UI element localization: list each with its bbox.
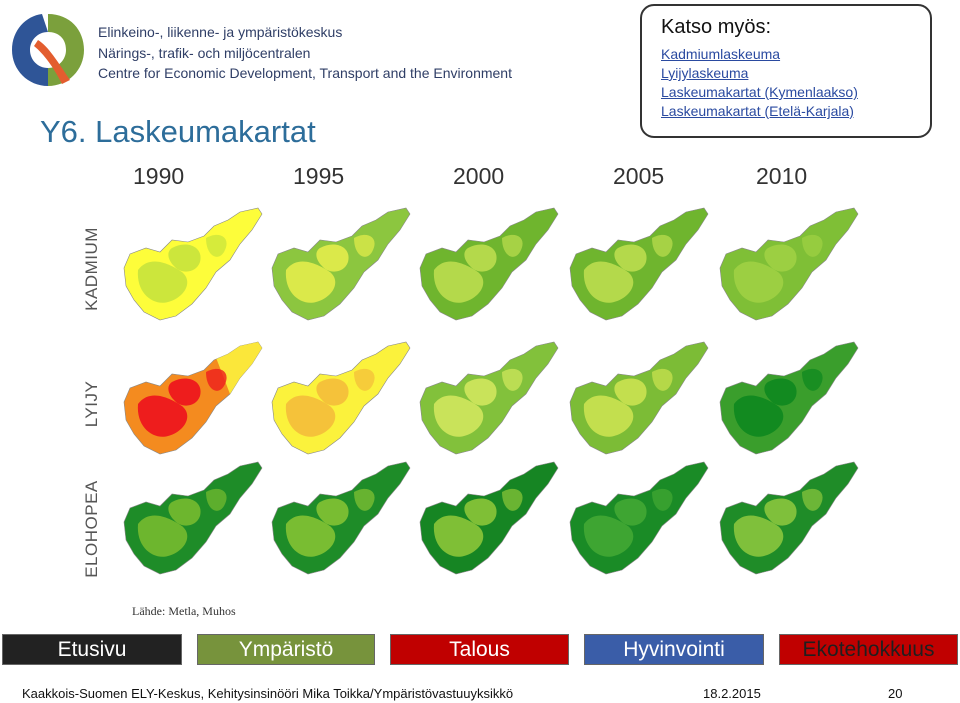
org-name-fi: Elinkeino-, liikenne- ja ympäristökeskus: [98, 24, 343, 40]
footer-date: 18.2.2015: [703, 686, 761, 701]
map-elohopea-2000: [419, 461, 559, 575]
map-region-zone: [354, 234, 375, 257]
map-region-zone: [354, 488, 375, 511]
ely-logo-icon: [12, 14, 84, 86]
map-region-zone: [168, 244, 201, 272]
map-elohopea-2005: [569, 461, 709, 575]
map-region-zone: [168, 498, 201, 526]
year-1990: 1990: [133, 163, 185, 189]
map-region-zone: [614, 498, 647, 526]
see-also-title: Katso myös:: [661, 16, 772, 38]
row-label-kadmium: KADMIUM: [82, 227, 101, 311]
map-region-zone: [354, 368, 375, 391]
year-2000: 2000: [453, 163, 505, 189]
map-region-zone: [502, 488, 523, 511]
map-region-zone: [802, 368, 823, 391]
row-label-lyijy: LYIJY: [82, 380, 101, 428]
map-region-zone: [583, 515, 634, 557]
map-region-zone: [137, 395, 188, 437]
map-region-zone: [614, 378, 647, 406]
map-region-zone: [433, 395, 484, 437]
page-title: Y6. Laskeumakartat: [40, 114, 316, 149]
see-also-box: Katso myös: Kadmiumlaskeuma Lyijylaskeum…: [640, 4, 932, 138]
org-name-sv: Närings-, trafik- och miljöcentralen: [98, 45, 311, 61]
map-region-zone: [206, 234, 227, 257]
year-1995: 1995: [293, 163, 345, 189]
map-kadmium-1990: [123, 207, 263, 321]
map-region-zone: [316, 244, 349, 272]
row-label-elohopea: ELOHOPEA: [82, 480, 101, 578]
map-region-zone: [652, 488, 673, 511]
link-laskeumakartat-etela-karjala[interactable]: Laskeumakartat (Etelä-Karjala): [661, 103, 854, 119]
map-region-zone: [137, 261, 188, 303]
map-region-zone: [652, 368, 673, 391]
map-region-zone: [502, 234, 523, 257]
org-name-en: Centre for Economic Development, Transpo…: [98, 65, 512, 81]
map-region-zone: [168, 378, 201, 406]
map-region-zone: [652, 234, 673, 257]
map-region-zone: [464, 244, 497, 272]
map-region-zone: [316, 378, 349, 406]
map-region-zone: [433, 261, 484, 303]
footer-org: Kaakkois-Suomen ELY-Keskus, Kehitysinsin…: [22, 686, 514, 701]
map-lyijy-2010: [719, 341, 859, 455]
link-laskeumakartat-kymenlaakso[interactable]: Laskeumakartat (Kymenlaakso): [661, 84, 858, 100]
map-kadmium-2000: [419, 207, 559, 321]
map-region-zone: [764, 244, 797, 272]
map-region-zone: [583, 395, 634, 437]
nav-talous-button[interactable]: Talous: [390, 634, 569, 665]
map-region-zone: [583, 261, 634, 303]
map-region-zone: [764, 378, 797, 406]
map-region-zone: [285, 515, 336, 557]
nav-ymparisto-button[interactable]: Ympäristö: [197, 634, 375, 665]
map-lyijy-1995: [271, 341, 411, 455]
map-region-zone: [316, 498, 349, 526]
map-lyijy-1990: [123, 341, 263, 455]
map-region-zone: [464, 498, 497, 526]
year-2010: 2010: [756, 163, 808, 189]
map-region-zone: [433, 515, 484, 557]
nav-etusivu-button[interactable]: Etusivu: [2, 634, 182, 665]
map-region-zone: [802, 488, 823, 511]
map-elohopea-1990: [123, 461, 263, 575]
map-kadmium-2010: [719, 207, 859, 321]
map-kadmium-1995: [271, 207, 411, 321]
map-region-zone: [802, 234, 823, 257]
map-region-zone: [502, 368, 523, 391]
map-region-zone: [137, 515, 188, 557]
year-2005: 2005: [613, 163, 665, 189]
map-elohopea-1995: [271, 461, 411, 575]
map-elohopea-2010: [719, 461, 859, 575]
footer-page-number: 20: [888, 686, 903, 701]
source-note: Lähde: Metla, Muhos: [132, 604, 236, 618]
map-lyijy-2005: [569, 341, 709, 455]
link-kadmiumlaskeuma[interactable]: Kadmiumlaskeuma: [661, 46, 781, 62]
map-lyijy-2000: [419, 341, 559, 455]
map-region-zone: [206, 368, 227, 391]
map-region-zone: [764, 498, 797, 526]
map-region-zone: [464, 378, 497, 406]
map-region-zone: [206, 488, 227, 511]
map-region-zone: [733, 261, 784, 303]
nav-hyvinvointi-button[interactable]: Hyvinvointi: [584, 634, 764, 665]
map-kadmium-2005: [569, 207, 709, 321]
nav-ekotehokkuus-button[interactable]: Ekotehokkuus: [779, 634, 958, 665]
map-region-zone: [733, 515, 784, 557]
map-region-zone: [285, 395, 336, 437]
link-lyijylaskeuma[interactable]: Lyijylaskeuma: [661, 65, 749, 81]
map-region-zone: [285, 261, 336, 303]
map-region-zone: [614, 244, 647, 272]
map-region-zone: [733, 395, 784, 437]
